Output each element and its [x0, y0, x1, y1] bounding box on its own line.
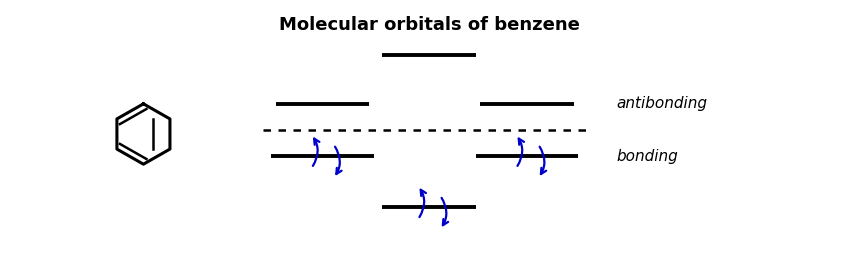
- Text: Molecular orbitals of benzene: Molecular orbitals of benzene: [279, 16, 579, 34]
- Text: antibonding: antibonding: [617, 96, 708, 111]
- Text: bonding: bonding: [617, 149, 679, 164]
